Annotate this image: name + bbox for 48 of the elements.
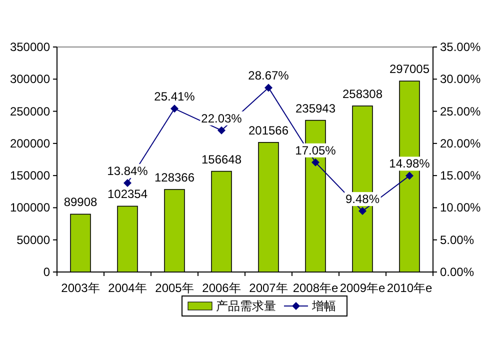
point [124, 179, 132, 188]
y2-tick-label: 20.00% [440, 136, 482, 150]
legend-label: 产品需求量 [216, 299, 276, 313]
point [264, 84, 272, 92]
y-tick-label: 0 [43, 265, 50, 279]
point [170, 104, 178, 113]
data-label: 297005 [389, 62, 430, 76]
data-label: 25.41% [154, 90, 196, 104]
data-label: 102354 [107, 187, 148, 202]
x-tick-label: 2004年 [108, 281, 147, 295]
x-tick-label: 2007年 [249, 281, 288, 295]
y2-tick-label: 15.00% [440, 168, 482, 183]
point [358, 207, 366, 216]
y2-tick-label: 10.00% [440, 200, 482, 215]
data-label: 89908 [64, 195, 98, 210]
data-label: 258308 [342, 86, 383, 101]
y-tick-label: 350000 [10, 40, 50, 54]
x-tick-label: 2009年e [340, 281, 386, 295]
data-label: 201566 [248, 123, 289, 138]
point [406, 172, 414, 180]
y-tick-label: 50000 [16, 232, 50, 247]
point [312, 158, 320, 166]
x-tick-label: 2005年 [155, 281, 194, 295]
data-label: 13.84% [107, 164, 148, 178]
data-label: 156648 [201, 152, 242, 166]
x-tick-label: 2008年e [292, 281, 339, 295]
y2-tick-label: 35.00% [440, 40, 482, 54]
y2-tick-label: 25.00% [440, 104, 482, 118]
data-label: 28.67% [248, 68, 290, 83]
x-tick-label: 2006年 [202, 281, 241, 295]
data-label: 9.48% [345, 192, 380, 206]
y2-tick-label: 5.00% [440, 232, 474, 247]
data-label: 22.03% [201, 111, 242, 126]
data-label: 14.98% [389, 156, 430, 171]
y2-tick-label: 0.00% [440, 265, 474, 279]
legend-label: 增幅 [311, 299, 336, 313]
y-tick-label: 100000 [10, 200, 50, 215]
data-label: 17.05% [295, 143, 336, 158]
data-label: 128366 [154, 170, 195, 184]
y-tick-label: 300000 [10, 72, 50, 86]
x-tick-label: 2010年e [386, 281, 433, 295]
y-tick-label: 150000 [10, 168, 50, 183]
point [218, 126, 226, 134]
data-label: 235943 [295, 101, 336, 116]
y-tick-label: 250000 [10, 104, 50, 118]
x-tick-label: 2003年 [61, 281, 100, 295]
y2-tick-label: 30.00% [440, 72, 482, 86]
y-tick-label: 200000 [10, 136, 50, 150]
